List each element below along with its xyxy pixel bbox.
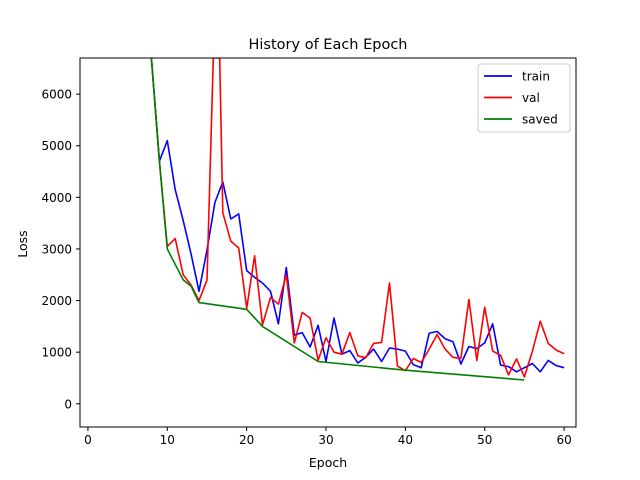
series-line-saved: [150, 58, 525, 381]
series-line-train: [150, 58, 565, 373]
axes-frame: [79, 57, 577, 428]
plot-area: [150, 58, 565, 381]
legend-label-val: val: [522, 91, 540, 105]
x-tick-label: 10: [160, 433, 175, 447]
y-axis-label: Loss: [15, 230, 30, 257]
x-tick-label: 0: [84, 433, 92, 447]
legend-box: [477, 63, 571, 133]
series-line-val: [150, 58, 565, 378]
x-tick-label: 60: [556, 433, 571, 447]
x-tick-label: 50: [477, 433, 492, 447]
chart-title: History of Each Epoch: [249, 37, 408, 53]
y-tick-label: 2000: [41, 294, 72, 308]
x-tick-label: 30: [318, 433, 333, 447]
y-tick-label: 1000: [41, 346, 72, 360]
x-axis-label: Epoch: [309, 455, 347, 470]
axes: 0 10 20 30 40 50 60 0 1000 2000 3000 4000 5000 6000: [41, 57, 577, 447]
x-tick-label: 40: [398, 433, 413, 447]
y-tick-label: 3000: [41, 242, 72, 256]
legend: train val saved: [477, 63, 571, 133]
y-tick-label: 6000: [41, 88, 72, 102]
legend-label-saved: saved: [522, 113, 558, 127]
x-tick-label: 20: [239, 433, 254, 447]
y-tick-label: 0: [64, 397, 72, 411]
y-tick-label: 4000: [41, 191, 72, 205]
legend-label-train: train: [522, 70, 550, 84]
y-tick-label: 5000: [41, 139, 72, 153]
